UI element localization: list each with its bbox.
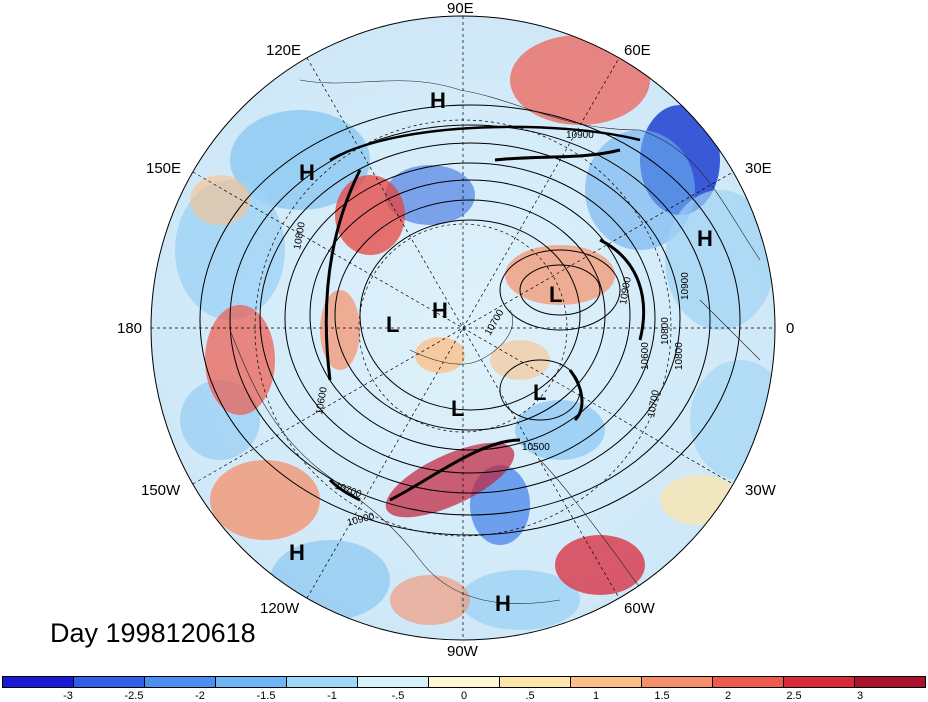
longitude-label-120e: 120E: [266, 42, 302, 59]
high-center-marker: H: [432, 298, 448, 323]
low-center-marker: L: [549, 282, 562, 307]
colorbar-segment: [571, 677, 642, 687]
contour-label: 10700: [646, 389, 662, 419]
contour-label: 10900: [566, 130, 594, 141]
high-center-marker: H: [697, 226, 713, 251]
colorbar-segment: [216, 677, 287, 687]
colorbar-tick-label: .5: [525, 690, 535, 702]
colorbar-segment: [713, 677, 784, 687]
colorbar-segment: [500, 677, 571, 687]
pressure-centers: H H H H H H L L L L: [289, 88, 713, 616]
colorbar-segment: [855, 677, 925, 687]
contour-label: 10600: [640, 342, 651, 370]
colorbar-segment: [3, 677, 74, 687]
colorbar-tick-label: 1: [592, 690, 600, 702]
contour-label: 10800: [292, 221, 308, 251]
longitude-label-30w: 30W: [745, 482, 776, 499]
colorbar-tick-label: 2.5: [786, 690, 802, 702]
colorbar-segment: [145, 677, 216, 687]
longitude-label-180: 180: [117, 320, 143, 337]
contour-label: 10800: [660, 317, 671, 345]
coastlines: [229, 79, 761, 631]
colorbar-segment: [642, 677, 713, 687]
colorbar-tick-label: -2.5: [124, 690, 144, 702]
longitude-label-60w: 60W: [624, 600, 655, 617]
colorbar-segment: [358, 677, 429, 687]
low-center-marker: L: [533, 380, 546, 405]
contour-label: 10800: [674, 342, 685, 370]
longitude-label-90w: 90W: [447, 643, 478, 660]
longitude-label-150w: 150W: [141, 482, 181, 499]
colorbar-tick-label: 2: [724, 690, 732, 702]
high-center-marker: H: [299, 160, 315, 185]
colorbar-tick-label: 0: [460, 690, 468, 702]
colorbar-tick-label: 1.5: [654, 690, 670, 702]
colorbar-tick-label: -.5: [391, 690, 405, 702]
contour-label: 10900: [618, 276, 634, 306]
height-contours: [199, 104, 741, 536]
high-center-marker: H: [430, 88, 446, 113]
map-boundary: [150, 15, 776, 641]
longitude-label-0: 0: [786, 320, 795, 337]
colorbar: [2, 676, 926, 688]
graticule: [151, 16, 775, 640]
longitude-label-120w: 120W: [260, 600, 300, 617]
contour-label: 10900: [680, 272, 691, 300]
colorbar-segment: [429, 677, 500, 687]
map-title: Day 1998120618: [50, 618, 256, 648]
colorbar-tick-label: -1: [327, 690, 337, 702]
colorbar-tick-label: -2: [195, 690, 205, 702]
colorbar-tick-label: 3: [856, 690, 864, 702]
colorbar-segment: [74, 677, 145, 687]
longitude-label-60e: 60E: [624, 42, 651, 59]
colorbar-tick-label: -3: [63, 690, 73, 702]
high-center-marker: H: [495, 591, 511, 616]
contour-label: 10600: [314, 386, 330, 416]
longitude-label-150e: 150E: [146, 160, 182, 177]
colorbar-tick-label: -1.5: [256, 690, 276, 702]
colorbar-segment: [784, 677, 855, 687]
low-center-marker: L: [386, 312, 399, 337]
low-center-marker: L: [451, 396, 464, 421]
longitude-label-90e: 90E: [447, 0, 474, 17]
high-center-marker: H: [289, 540, 305, 565]
colorbar-segment: [287, 677, 358, 687]
contour-label: 10500: [522, 442, 550, 453]
longitude-label-30e: 30E: [745, 160, 772, 177]
